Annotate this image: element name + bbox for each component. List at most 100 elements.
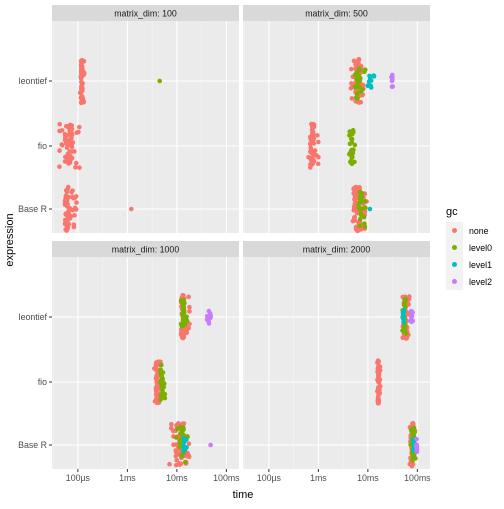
data-point	[79, 59, 85, 65]
data-point	[187, 304, 192, 310]
data-point	[312, 148, 318, 153]
data-point	[357, 200, 362, 206]
facet-strip-label: matrix_dim: 500	[305, 9, 368, 19]
x-tick-label: 100µs	[66, 473, 91, 483]
data-point	[390, 84, 395, 89]
legend-label: none	[469, 226, 489, 236]
data-point	[76, 124, 82, 130]
data-point	[157, 380, 163, 385]
data-point	[71, 224, 77, 230]
data-point	[154, 378, 159, 384]
data-point	[310, 130, 316, 135]
data-point	[349, 140, 355, 145]
data-point	[310, 158, 316, 164]
data-point	[412, 429, 418, 435]
data-point	[180, 421, 186, 426]
data-point	[179, 323, 185, 329]
data-point	[69, 155, 75, 161]
data-point	[310, 123, 315, 129]
data-point	[408, 318, 414, 323]
data-point	[74, 200, 79, 205]
x-tick-label: 100µs	[257, 473, 282, 483]
data-point	[361, 214, 367, 220]
data-point	[68, 215, 73, 221]
data-point	[177, 462, 182, 467]
x-axis-title: time	[233, 489, 254, 501]
data-point	[400, 335, 405, 341]
legend-key-point	[452, 262, 457, 267]
data-point	[154, 374, 160, 380]
data-point	[72, 149, 77, 154]
data-point	[414, 436, 419, 442]
panel-background	[52, 21, 239, 233]
data-point	[180, 300, 186, 306]
y-axis-title: expression	[4, 213, 16, 266]
data-point	[350, 127, 356, 133]
x-tick-label: 1ms	[119, 473, 136, 483]
data-point	[362, 198, 368, 204]
data-point	[78, 67, 84, 73]
data-point	[72, 213, 77, 218]
data-point	[352, 85, 358, 90]
facet-strip	[243, 241, 430, 257]
data-point	[349, 66, 354, 72]
data-point	[311, 141, 317, 146]
data-point	[177, 440, 183, 446]
data-point	[177, 444, 183, 450]
facet-strip-label: matrix_dim: 2000	[303, 245, 371, 255]
data-point	[363, 205, 368, 211]
data-point	[159, 362, 164, 368]
data-point	[350, 218, 356, 224]
data-point	[174, 457, 179, 463]
panel-background	[243, 21, 430, 233]
data-point	[78, 100, 84, 105]
data-point	[354, 96, 360, 102]
data-point	[79, 79, 84, 85]
data-point	[74, 130, 80, 136]
data-point	[70, 194, 75, 200]
data-point	[70, 207, 75, 213]
data-point	[154, 369, 160, 374]
data-point	[376, 390, 381, 396]
data-point	[357, 216, 363, 222]
facet-strip	[52, 5, 239, 21]
data-point	[182, 459, 188, 465]
data-point	[183, 437, 189, 443]
data-point	[62, 135, 68, 141]
x-tick-label: 100ms	[213, 473, 240, 483]
data-point	[349, 154, 355, 160]
data-point	[62, 217, 68, 223]
data-point	[351, 58, 357, 64]
data-point	[169, 421, 174, 427]
data-point	[59, 142, 65, 147]
data-point	[204, 313, 210, 319]
data-point	[376, 372, 382, 377]
data-point	[408, 442, 413, 448]
data-point	[316, 139, 321, 145]
data-point	[160, 386, 165, 391]
data-point	[73, 207, 79, 212]
data-point	[414, 444, 419, 449]
data-point	[167, 461, 172, 467]
data-point	[365, 83, 371, 88]
data-point	[375, 360, 380, 365]
data-point	[160, 370, 166, 375]
data-point	[154, 390, 160, 395]
data-point	[73, 160, 79, 166]
data-point	[375, 375, 381, 381]
data-point	[65, 157, 71, 162]
data-point	[155, 385, 161, 390]
data-point	[70, 188, 75, 193]
data-point	[180, 428, 185, 434]
data-point	[181, 305, 186, 311]
data-point	[152, 399, 158, 404]
data-point	[157, 78, 163, 84]
data-point	[79, 94, 85, 99]
data-point	[65, 225, 71, 231]
data-point	[158, 393, 164, 398]
data-point	[182, 315, 187, 320]
data-point	[173, 448, 178, 453]
data-point	[316, 154, 321, 160]
